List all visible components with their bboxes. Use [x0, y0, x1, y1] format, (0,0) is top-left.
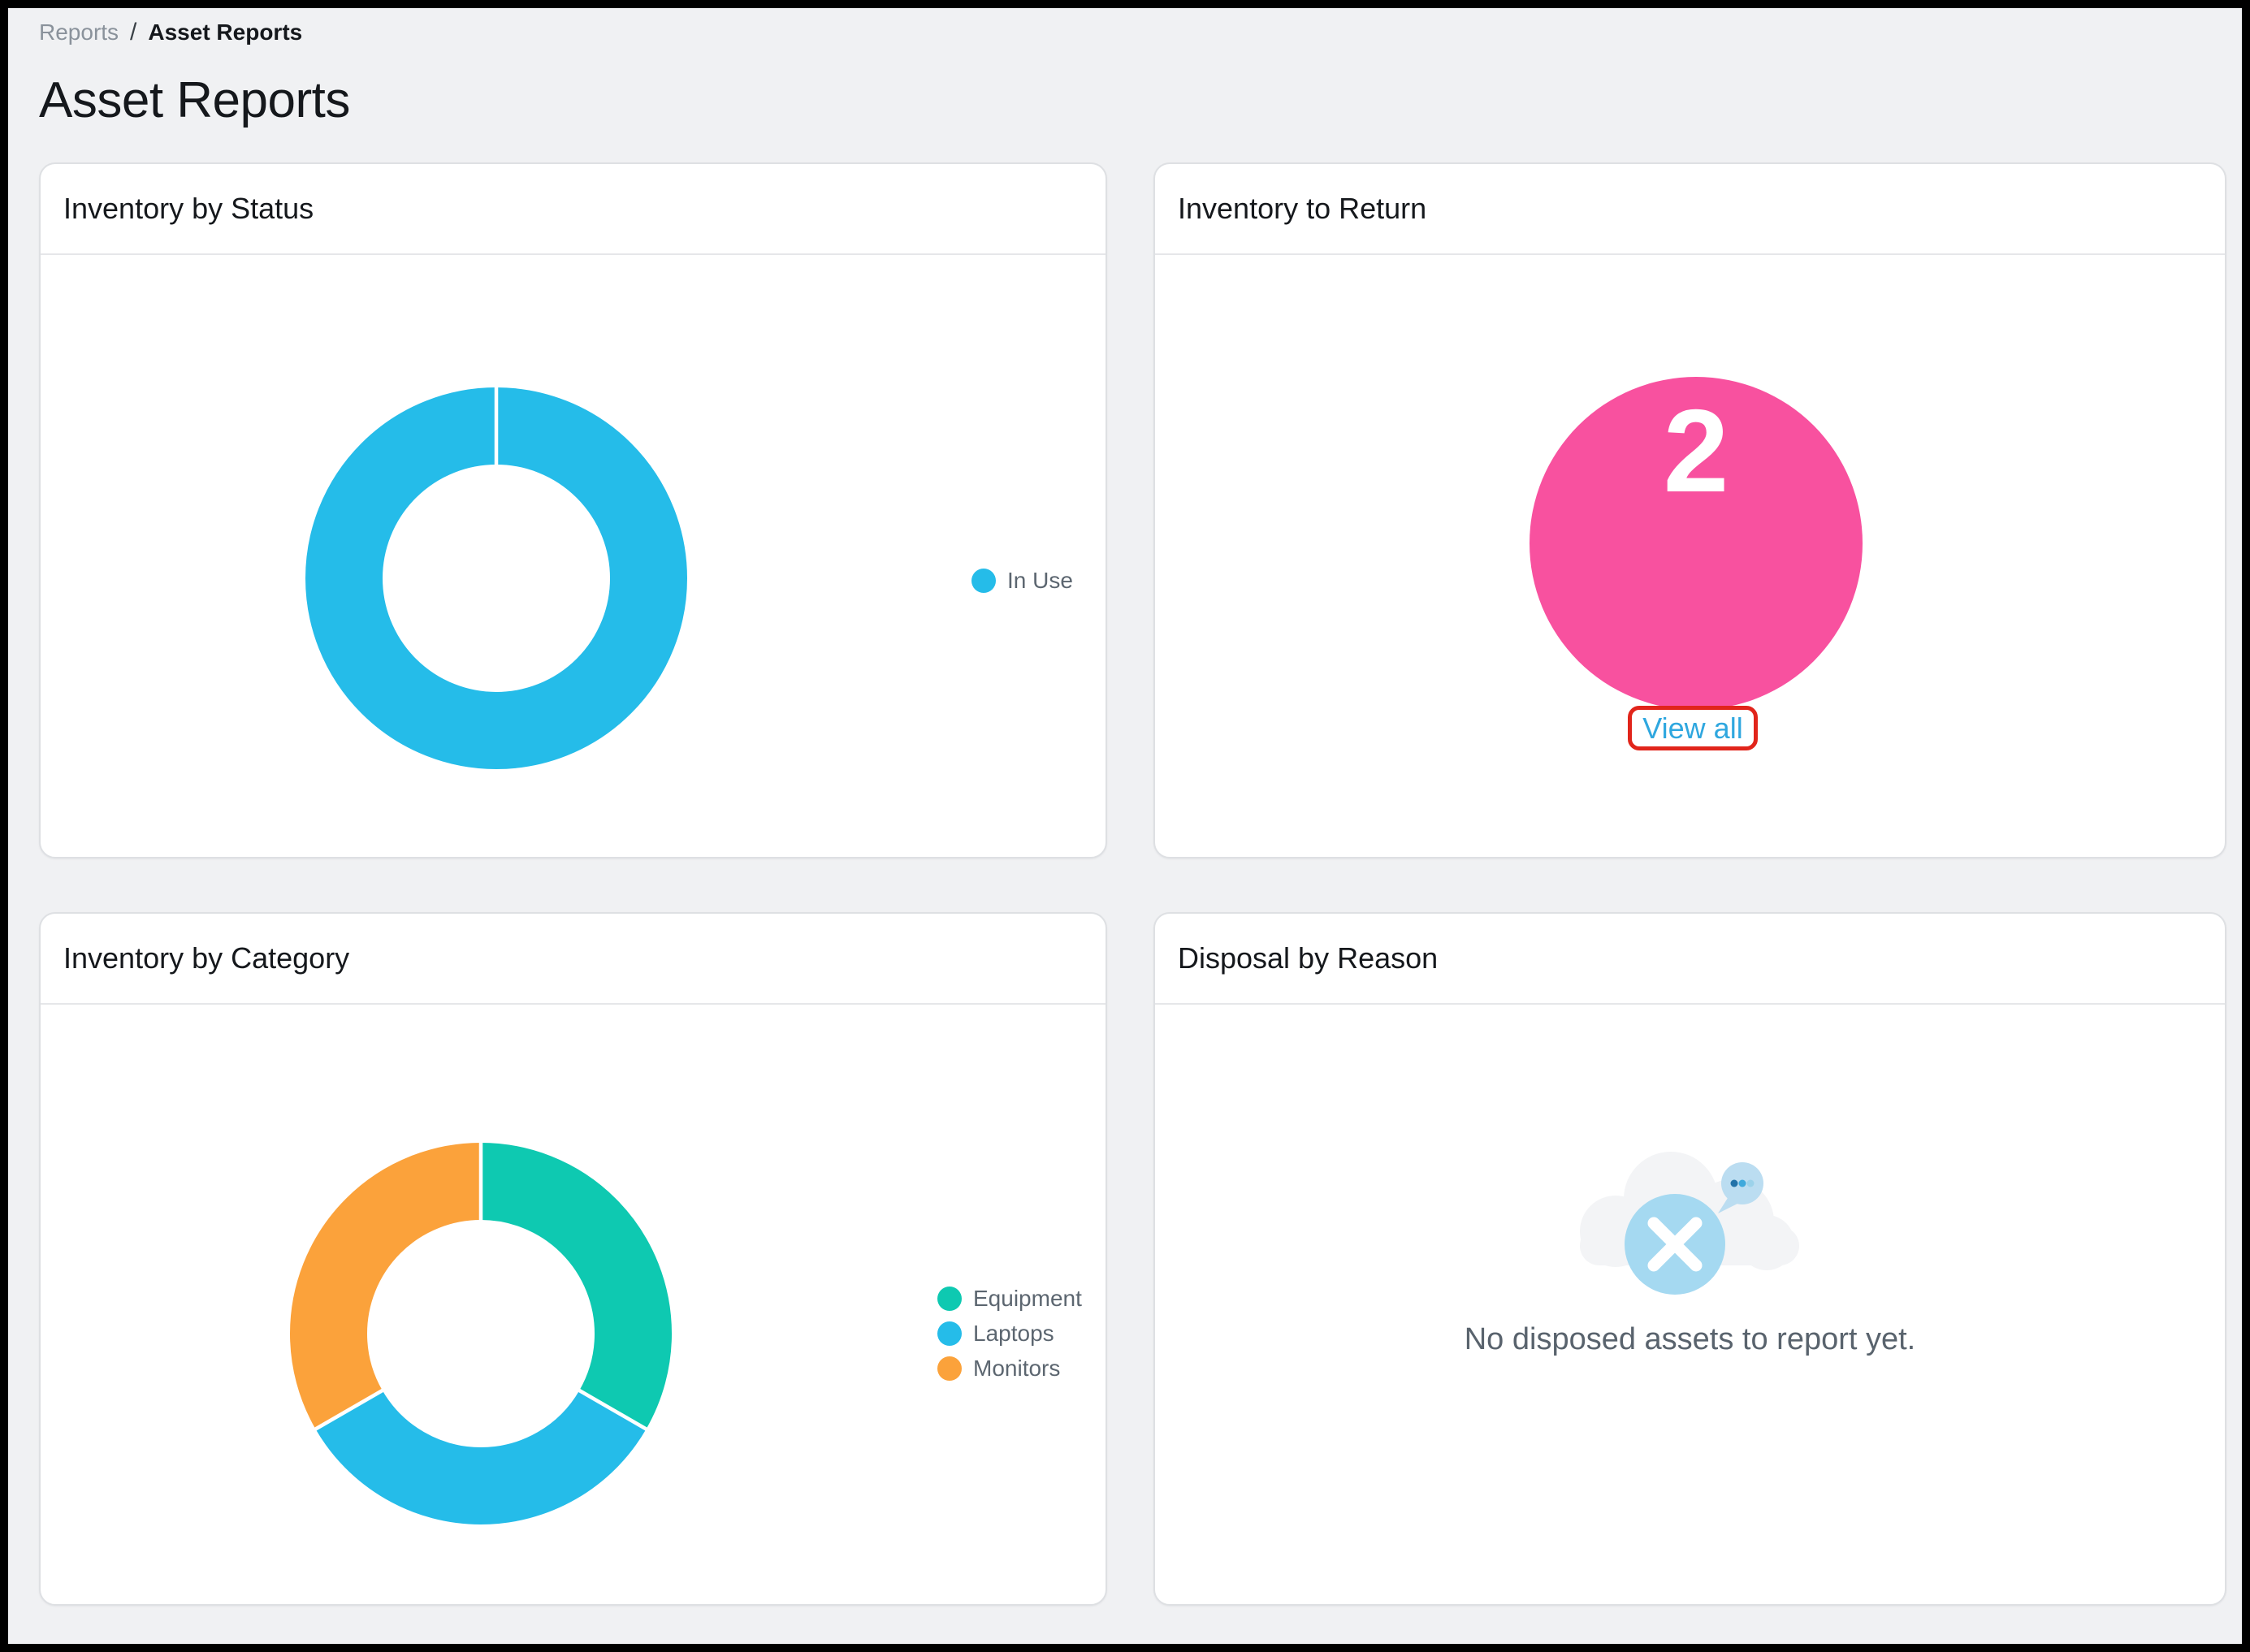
inventory-by-status-donut-chart[interactable]: [301, 383, 691, 773]
cloud-error-icon: [1580, 1152, 1799, 1295]
legend-item-monitors[interactable]: Monitors: [937, 1354, 1082, 1383]
return-count-bubble: 2: [1530, 377, 1863, 710]
card-body: Equipment Laptops Monitors: [41, 1005, 1106, 1604]
view-all-link[interactable]: View all: [1642, 711, 1743, 745]
card-body: In Use: [41, 255, 1106, 857]
view-all-annotation-highlight: View all: [1628, 706, 1758, 750]
status-chart-legend: In Use: [971, 566, 1073, 601]
legend-dot-icon: [937, 1287, 962, 1311]
legend-dot-icon: [937, 1321, 962, 1346]
card-header: Disposal by Reason: [1155, 914, 2225, 1005]
card-body: No disposed assets to report yet.: [1155, 1005, 2225, 1604]
category-chart-legend: Equipment Laptops Monitors: [937, 1284, 1082, 1389]
page-content: Reports / Asset Reports Asset Reports In…: [8, 8, 2242, 1606]
card-body: 2 View all: [1155, 255, 2225, 857]
legend-item-equipment[interactable]: Equipment: [937, 1284, 1082, 1313]
card-header: Inventory by Status: [41, 164, 1106, 255]
card-header: Inventory to Return: [1155, 164, 2225, 255]
breadcrumb-separator: /: [130, 19, 137, 45]
return-count-value: 2: [1663, 385, 1729, 517]
legend-label: Laptops: [973, 1321, 1054, 1346]
legend-label: Monitors: [973, 1356, 1061, 1381]
card-inventory-to-return: Inventory to Return 2 View all: [1153, 162, 2226, 858]
page-title: Asset Reports: [39, 72, 350, 128]
report-cards-grid: Inventory by Status In Use Inventory to …: [39, 162, 2226, 1606]
legend-label: In Use: [1007, 568, 1073, 593]
chat-dots-icon: [1718, 1162, 1763, 1213]
legend-item-laptops[interactable]: Laptops: [937, 1319, 1082, 1348]
legend-label: Equipment: [973, 1286, 1082, 1311]
card-title: Inventory by Category: [63, 941, 350, 975]
empty-state-message: No disposed assets to report yet.: [1464, 1322, 1916, 1356]
card-inventory-by-category: Inventory by Category Equipment Laptops Mo…: [39, 912, 1107, 1606]
card-inventory-by-status: Inventory by Status In Use: [39, 162, 1107, 858]
breadcrumb-current: Asset Reports: [148, 19, 303, 45]
card-title: Disposal by Reason: [1178, 941, 1439, 975]
card-disposal-by-reason: Disposal by Reason: [1153, 912, 2226, 1606]
breadcrumb-reports-link[interactable]: Reports: [39, 19, 119, 45]
breadcrumb: Reports / Asset Reports: [39, 15, 2226, 50]
x-circle-icon: [1625, 1194, 1725, 1295]
card-title: Inventory to Return: [1178, 192, 1427, 225]
legend-item-in-use[interactable]: In Use: [971, 566, 1073, 595]
card-header: Inventory by Category: [41, 914, 1106, 1005]
inventory-by-category-donut-chart[interactable]: [286, 1139, 676, 1529]
legend-dot-icon: [971, 569, 996, 593]
card-title: Inventory by Status: [63, 192, 314, 225]
legend-dot-icon: [937, 1356, 962, 1381]
